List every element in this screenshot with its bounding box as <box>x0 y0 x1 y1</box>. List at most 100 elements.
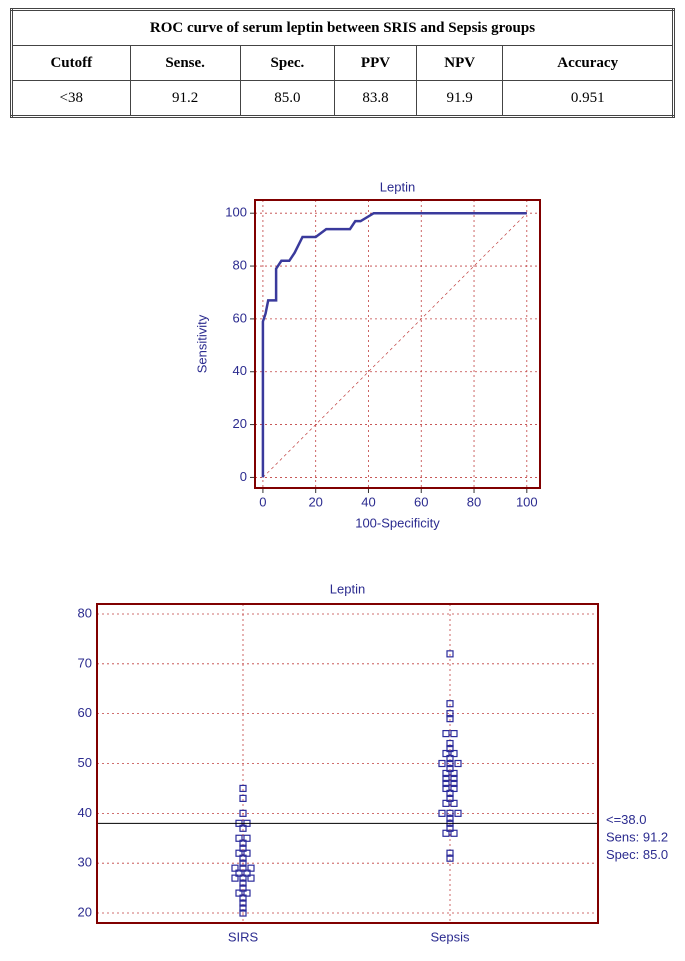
data-point <box>450 749 458 758</box>
column-header: Cutoff <box>11 45 131 81</box>
reference-diagonal <box>262 212 528 478</box>
data-point <box>235 869 243 877</box>
plot-frame <box>96 603 599 924</box>
x-tick-label: 60 <box>414 494 428 509</box>
data-point <box>446 854 454 862</box>
data-point <box>450 729 458 738</box>
y-tick-label: 60 <box>78 705 92 720</box>
data-point <box>231 864 239 872</box>
column-header: Accuracy <box>502 45 674 81</box>
data-point <box>446 650 454 658</box>
data-point <box>239 894 247 902</box>
data-point <box>235 889 243 897</box>
x-tick-label: 100 <box>516 494 538 509</box>
data-point <box>239 904 247 912</box>
x-tick-label: SIRS <box>228 929 259 944</box>
y-tick-label: 50 <box>78 755 92 770</box>
data-point <box>243 889 251 897</box>
data-point <box>239 839 247 847</box>
data-point <box>442 779 450 788</box>
data-point <box>450 784 458 793</box>
data-point <box>442 769 450 778</box>
data-point <box>446 849 454 857</box>
results-table: ROC curve of serum leptin between SRIS a… <box>10 8 675 118</box>
data-point <box>442 729 450 738</box>
data-point <box>235 834 243 842</box>
x-tick-label: 20 <box>308 494 322 509</box>
table-cell: 83.8 <box>334 80 417 117</box>
data-point <box>442 829 450 837</box>
data-point <box>454 809 462 817</box>
data-point <box>438 809 446 817</box>
data-point <box>231 874 239 882</box>
data-point <box>446 759 454 768</box>
data-point <box>446 809 454 817</box>
x-tick-label: 0 <box>259 494 266 509</box>
data-point <box>239 879 247 887</box>
data-point <box>239 874 247 882</box>
data-point <box>239 859 247 867</box>
y-tick-label: 20 <box>233 416 247 431</box>
table-cell: 91.2 <box>129 80 241 117</box>
x-axis-label: 100-Specificity <box>355 515 440 530</box>
data-point <box>239 784 247 793</box>
data-point <box>446 700 454 708</box>
data-point <box>235 849 243 857</box>
data-point <box>446 789 454 798</box>
y-tick-label: 70 <box>78 655 92 670</box>
data-point <box>446 744 454 753</box>
x-tick-label: 40 <box>361 494 375 509</box>
data-point <box>243 849 251 857</box>
data-point <box>446 710 454 718</box>
chart-title: Leptin <box>380 179 415 194</box>
y-tick-label: 20 <box>78 904 92 919</box>
data-point <box>450 829 458 837</box>
data-point <box>243 834 251 842</box>
y-tick-label: 80 <box>78 605 92 620</box>
y-tick-label: 40 <box>78 805 92 820</box>
data-point <box>446 754 454 763</box>
data-point <box>454 759 462 768</box>
data-point <box>446 814 454 822</box>
table-cell: 91.9 <box>415 80 504 117</box>
table-cell: 0.951 <box>502 80 674 117</box>
x-tick-label: Sepsis <box>430 929 470 944</box>
data-point <box>239 864 247 872</box>
y-tick-label: 100 <box>225 205 247 220</box>
data-point <box>442 774 450 783</box>
data-point <box>446 794 454 802</box>
data-point <box>446 715 454 723</box>
chart-title: Leptin <box>330 581 365 596</box>
annotation: <=38.0 <box>606 812 647 827</box>
plot-frame <box>254 199 541 489</box>
y-tick-label: 80 <box>233 257 247 272</box>
data-point <box>442 799 450 807</box>
data-point <box>239 899 247 907</box>
annotation: Spec: 85.0 <box>606 847 668 862</box>
data-point <box>239 824 247 832</box>
data-point <box>450 769 458 778</box>
y-tick-label: 40 <box>233 363 247 378</box>
data-point <box>446 739 454 748</box>
y-tick-label: 60 <box>233 310 247 325</box>
data-point <box>442 784 450 793</box>
data-point <box>450 799 458 807</box>
y-axis-label: Sensitivity <box>194 314 209 373</box>
data-point <box>438 759 446 768</box>
data-point <box>239 794 247 802</box>
data-point <box>239 884 247 892</box>
roc-curve <box>261 211 527 478</box>
data-point <box>239 844 247 852</box>
annotation: Sens: 91.2 <box>606 829 668 844</box>
data-point <box>442 749 450 758</box>
x-tick-label: 80 <box>467 494 481 509</box>
data-point <box>239 809 247 817</box>
data-point <box>243 869 251 877</box>
data-point <box>446 824 454 832</box>
data-point <box>239 909 247 917</box>
table-cell: 85.0 <box>239 80 336 117</box>
data-point <box>450 779 458 788</box>
data-point <box>247 864 255 872</box>
